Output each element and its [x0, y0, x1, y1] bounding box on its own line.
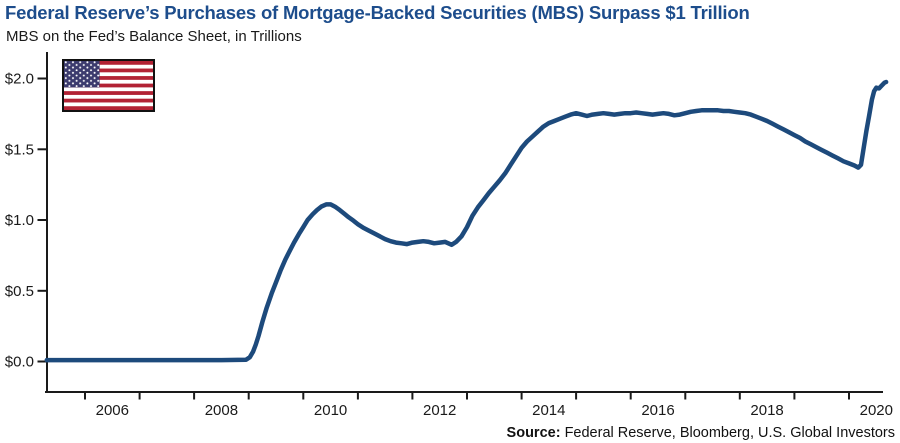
y-tick-label: $0.0 — [5, 354, 34, 371]
y-tick-label: $1.5 — [5, 141, 34, 158]
x-tick-label: 2016 — [641, 402, 674, 419]
x-tick-label: 2018 — [750, 402, 783, 419]
us-flag-icon — [62, 59, 155, 112]
source-label: Source: — [506, 425, 561, 441]
x-tick-label: 2020 — [860, 402, 893, 419]
x-tick-label: 2014 — [532, 402, 565, 419]
page-title: Federal Reserve’s Purchases of Mortgage-… — [5, 2, 750, 23]
mbs-series-line — [44, 79, 889, 363]
x-tick-label: 2012 — [423, 402, 456, 419]
x-tick-label: 2008 — [205, 402, 238, 419]
y-tick-label: $2.0 — [5, 71, 34, 88]
source-text: Federal Reserve, Bloomberg, U.S. Global … — [560, 425, 895, 441]
y-tick-label: $0.5 — [5, 283, 34, 300]
x-tick-label: 2006 — [96, 402, 129, 419]
x-tick-label: 2010 — [314, 402, 347, 419]
y-tick-label: $1.0 — [5, 212, 34, 229]
chart-subtitle: MBS on the Fed’s Balance Sheet, in Trill… — [6, 28, 302, 45]
us-flag-graphic — [64, 61, 153, 110]
source-note: Source: Federal Reserve, Bloomberg, U.S.… — [507, 425, 895, 441]
